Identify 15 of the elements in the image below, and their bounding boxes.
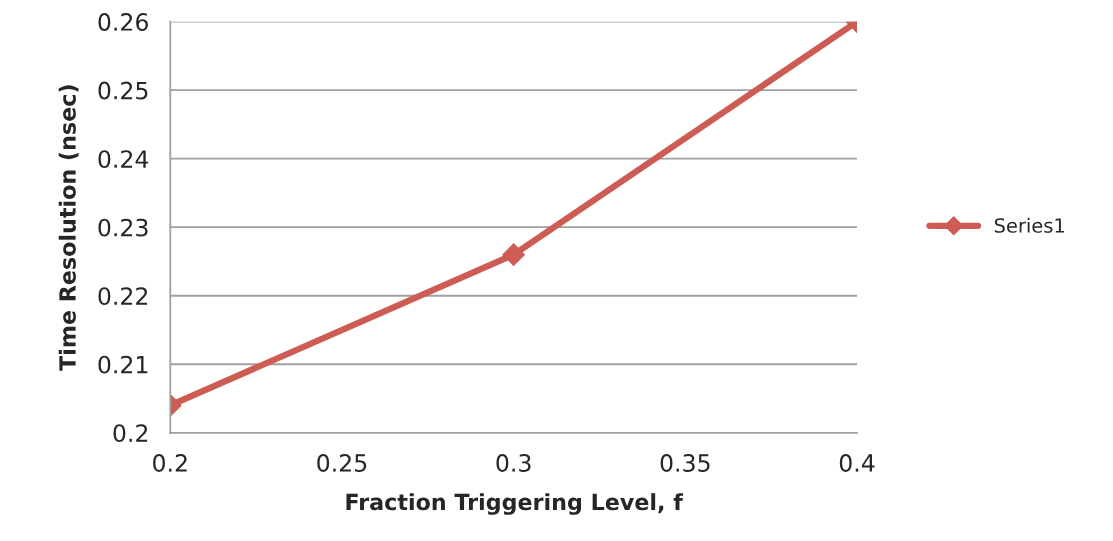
legend-label: Series1	[994, 217, 1064, 233]
x-tick-label: 0.35	[660, 454, 710, 472]
y-tick-label: 0.2	[113, 424, 148, 443]
x-axis-title: Fraction Triggering Level, f	[346, 493, 684, 515]
y-tick-label: 0.22	[98, 287, 148, 306]
y-tick-label: 0.26	[98, 13, 148, 31]
y-tick-label: 0.24	[98, 150, 149, 168]
x-tick-label: 0.4	[839, 454, 875, 472]
y-tick-label: 0.21	[98, 355, 148, 374]
y-axis-title: Time Resolution (nsec)	[58, 85, 79, 371]
x-tick-label: 0.2	[153, 454, 187, 472]
y-tick-label: 0.25	[98, 81, 148, 100]
y-tick-label: 0.23	[98, 218, 148, 237]
x-tick-label: 0.25	[317, 454, 367, 472]
x-tick-label: 0.3	[496, 454, 531, 472]
